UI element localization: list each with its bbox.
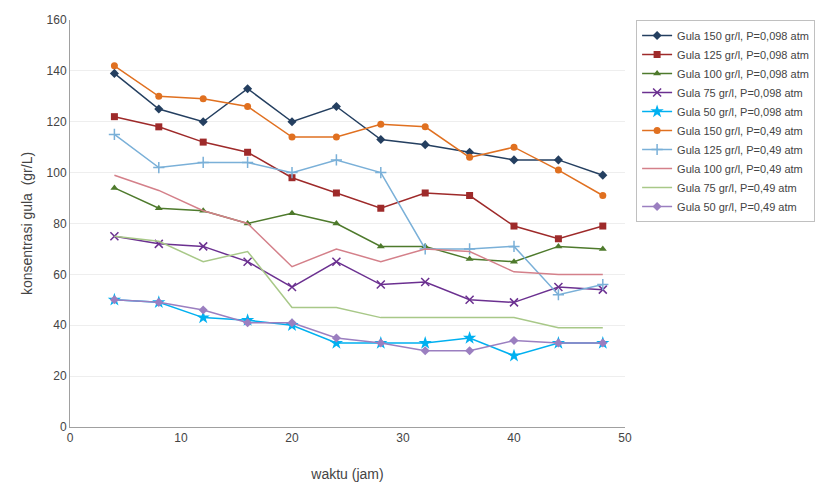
- svg-text:160: 160: [47, 13, 67, 27]
- svg-text:0: 0: [60, 420, 67, 434]
- svg-text:0: 0: [67, 431, 74, 445]
- svg-text:140: 140: [47, 64, 67, 78]
- svg-text:10: 10: [174, 431, 188, 445]
- svg-text:120: 120: [47, 115, 67, 129]
- svg-text:konsentrasi gula (gr/L): konsentrasi gula (gr/L): [19, 152, 35, 295]
- svg-text:Gula 150 gr/l, P=0,098 atm: Gula 150 gr/l, P=0,098 atm: [677, 30, 809, 42]
- svg-text:Gula 125 gr/l, P=0,098 atm: Gula 125 gr/l, P=0,098 atm: [677, 49, 809, 61]
- svg-text:20: 20: [285, 431, 299, 445]
- svg-text:Gula 75 gr/l, P=0,49 atm: Gula 75 gr/l, P=0,49 atm: [677, 182, 797, 194]
- svg-text:Gula 75 gr/l, P=0,098 atm: Gula 75 gr/l, P=0,098 atm: [677, 87, 803, 99]
- svg-text:waktu (jam): waktu (jam): [310, 466, 383, 482]
- svg-text:Gula 100 gr/l, P=0,49 atm: Gula 100 gr/l, P=0,49 atm: [677, 163, 803, 175]
- svg-text:30: 30: [396, 431, 410, 445]
- svg-text:60: 60: [53, 268, 67, 282]
- svg-text:50: 50: [618, 431, 632, 445]
- svg-text:Gula 125 gr/l, P=0,49 atm: Gula 125 gr/l, P=0,49 atm: [677, 144, 803, 156]
- svg-text:100: 100: [47, 166, 67, 180]
- svg-text:Gula 50 gr/l, P=0,49 atm: Gula 50 gr/l, P=0,49 atm: [677, 201, 797, 213]
- svg-text:Gula 100 gr/l, P=0,098 atm: Gula 100 gr/l, P=0,098 atm: [677, 68, 809, 80]
- svg-text:40: 40: [507, 431, 521, 445]
- svg-text:80: 80: [53, 217, 67, 231]
- svg-text:Gula 50 gr/l, P=0,098 atm: Gula 50 gr/l, P=0,098 atm: [677, 106, 803, 118]
- svg-text:40: 40: [53, 318, 67, 332]
- svg-text:20: 20: [53, 369, 67, 383]
- svg-text:Gula 150 gr/l, P=0,49 atm: Gula 150 gr/l, P=0,49 atm: [677, 125, 803, 137]
